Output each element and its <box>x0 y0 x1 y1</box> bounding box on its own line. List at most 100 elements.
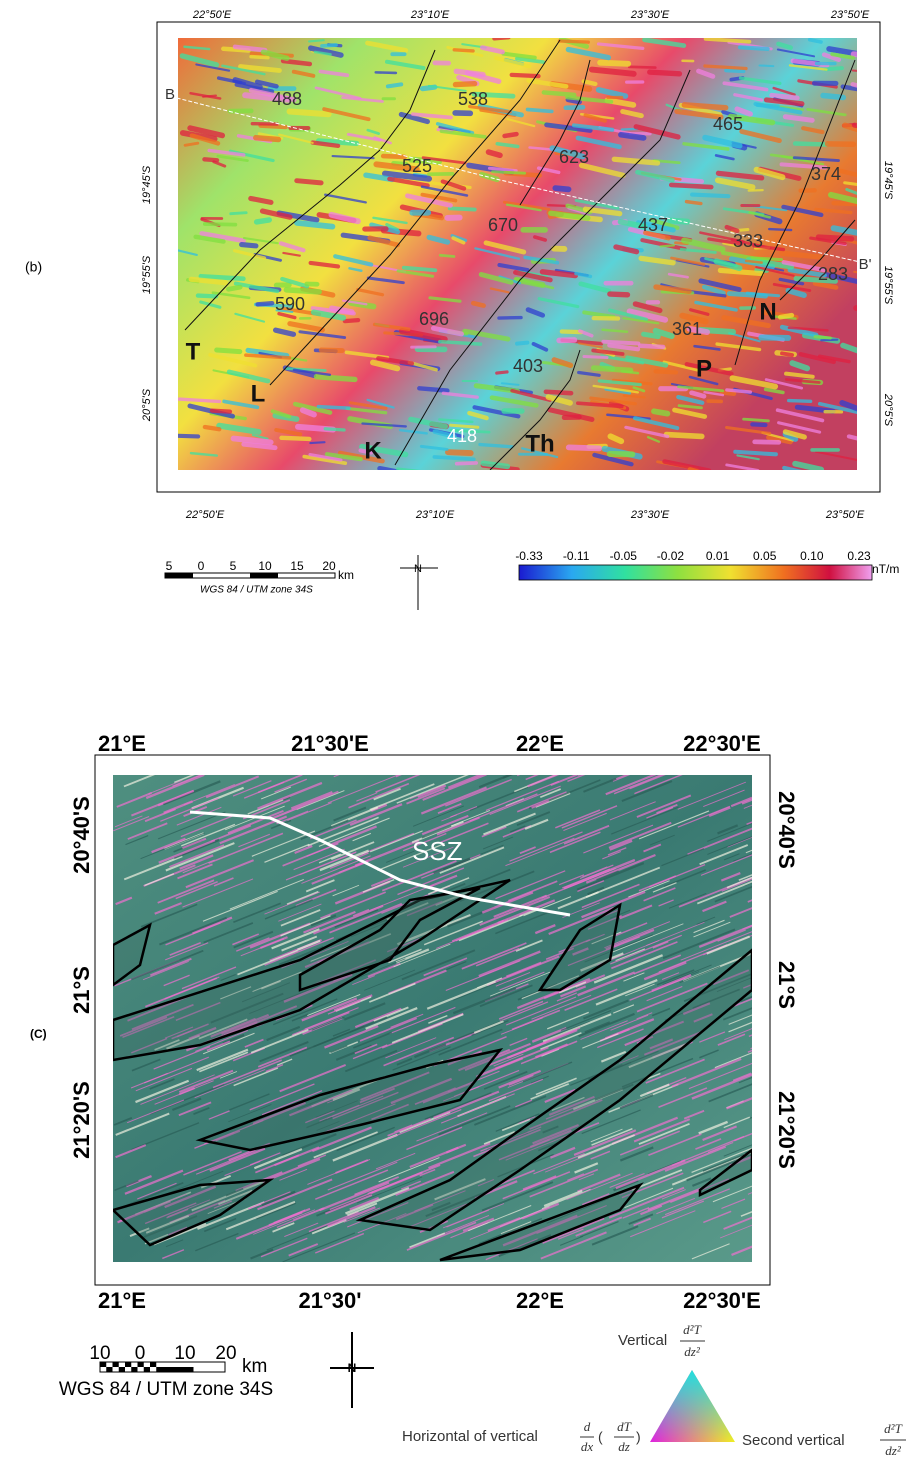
texture-stroke <box>401 949 476 981</box>
texture-stroke <box>658 1087 708 1108</box>
texture-stroke <box>233 902 281 924</box>
texture-stroke <box>567 1173 585 1181</box>
texture-stroke <box>264 899 313 920</box>
texture-stroke <box>441 391 479 399</box>
texture-stroke <box>140 903 198 928</box>
texture-stroke <box>343 1002 386 1021</box>
ternary-left: Horizontal of vertical <box>402 1428 538 1445</box>
texture-stroke <box>720 871 741 882</box>
tick-label: 21°30' <box>299 1288 362 1313</box>
texture-stroke <box>158 839 216 864</box>
texture-stroke <box>223 1005 298 1037</box>
texture-stroke <box>131 1003 194 1031</box>
texture-stroke <box>483 1070 528 1090</box>
texture-stroke <box>702 284 726 296</box>
texture-stroke <box>361 832 415 855</box>
texture-stroke <box>283 973 353 1003</box>
texture-stroke <box>360 1071 430 1101</box>
texture-stroke <box>634 775 683 795</box>
texture-stroke <box>613 775 664 795</box>
texture-stroke <box>737 45 770 52</box>
texture-stroke <box>590 1128 623 1143</box>
texture-stroke <box>137 1182 177 1200</box>
tick-label: 23°50'E <box>830 9 870 21</box>
texture-stroke <box>688 1062 752 1090</box>
texture-stroke <box>366 128 381 135</box>
texture-stroke <box>332 1088 361 1102</box>
texture-stroke <box>529 1168 599 1198</box>
texture-stroke <box>373 136 392 145</box>
texture-stroke <box>611 378 653 386</box>
texture-stroke <box>292 1207 324 1221</box>
texture-stroke <box>693 921 731 938</box>
texture-stroke <box>469 793 538 822</box>
texture-stroke <box>310 140 341 148</box>
texture-stroke <box>505 203 542 212</box>
texture-stroke <box>763 97 805 107</box>
texture-stroke <box>625 355 669 368</box>
texture-stroke <box>395 467 421 470</box>
annotation: 418 <box>447 426 477 446</box>
texture-stroke <box>617 219 648 230</box>
texture-stroke <box>178 1101 212 1117</box>
texture-stroke <box>557 1228 584 1240</box>
texture-stroke <box>469 785 532 811</box>
texture-stroke <box>637 343 666 350</box>
texture-stroke <box>702 1125 738 1141</box>
texture-stroke <box>318 853 342 864</box>
texture-stroke <box>447 206 477 212</box>
texture-stroke <box>638 255 676 266</box>
texture-stroke <box>169 941 202 956</box>
texture-stroke <box>362 878 395 893</box>
texture-stroke <box>207 148 246 157</box>
texture-stroke <box>621 780 673 803</box>
texture-stroke <box>313 373 358 383</box>
texture-stroke <box>337 450 385 464</box>
texture-stroke <box>679 247 717 254</box>
texture-stroke <box>160 797 219 822</box>
tick-label: 22°E <box>516 1288 564 1313</box>
texture-stroke <box>592 384 640 394</box>
texture-stroke <box>696 880 752 905</box>
texture-stroke <box>179 53 220 68</box>
texture-stroke <box>420 192 458 203</box>
texture-stroke <box>780 155 825 166</box>
texture-stroke <box>406 787 446 805</box>
texture-stroke <box>164 976 220 1000</box>
formula: dx <box>581 1439 594 1454</box>
texture-stroke <box>661 1200 705 1219</box>
texture-stroke <box>733 853 752 862</box>
texture-stroke <box>249 54 270 60</box>
texture-stroke <box>758 64 775 68</box>
texture-stroke <box>216 154 249 163</box>
tick-label: 22°30'E <box>683 1288 761 1313</box>
texture-stroke <box>451 919 505 943</box>
scale-bar-segment <box>165 573 193 578</box>
texture-stroke <box>282 1232 356 1262</box>
texture-stroke <box>524 818 549 830</box>
texture-stroke <box>262 1158 321 1183</box>
texture-stroke <box>182 878 254 908</box>
texture-stroke <box>574 271 593 279</box>
texture-stroke <box>257 1178 333 1211</box>
texture-stroke <box>309 441 326 445</box>
texture-stroke <box>563 824 610 845</box>
texture-stroke <box>766 434 793 445</box>
texture-stroke <box>165 922 221 946</box>
texture-stroke <box>638 1123 690 1145</box>
texture-stroke <box>316 1192 372 1217</box>
texture-stroke <box>423 920 483 946</box>
texture-stroke <box>169 844 225 868</box>
texture-stroke <box>750 256 783 262</box>
texture-stroke <box>452 987 517 1015</box>
texture-stroke <box>546 1011 589 1030</box>
annotation: B <box>165 86 175 103</box>
texture-stroke <box>228 1104 272 1123</box>
texture-stroke <box>703 64 748 71</box>
texture-stroke <box>625 983 655 997</box>
texture-stroke <box>581 890 646 919</box>
texture-stroke <box>278 945 324 966</box>
texture-stroke <box>826 46 857 57</box>
scale-bar-cell <box>112 1362 119 1367</box>
texture-stroke <box>305 879 335 893</box>
